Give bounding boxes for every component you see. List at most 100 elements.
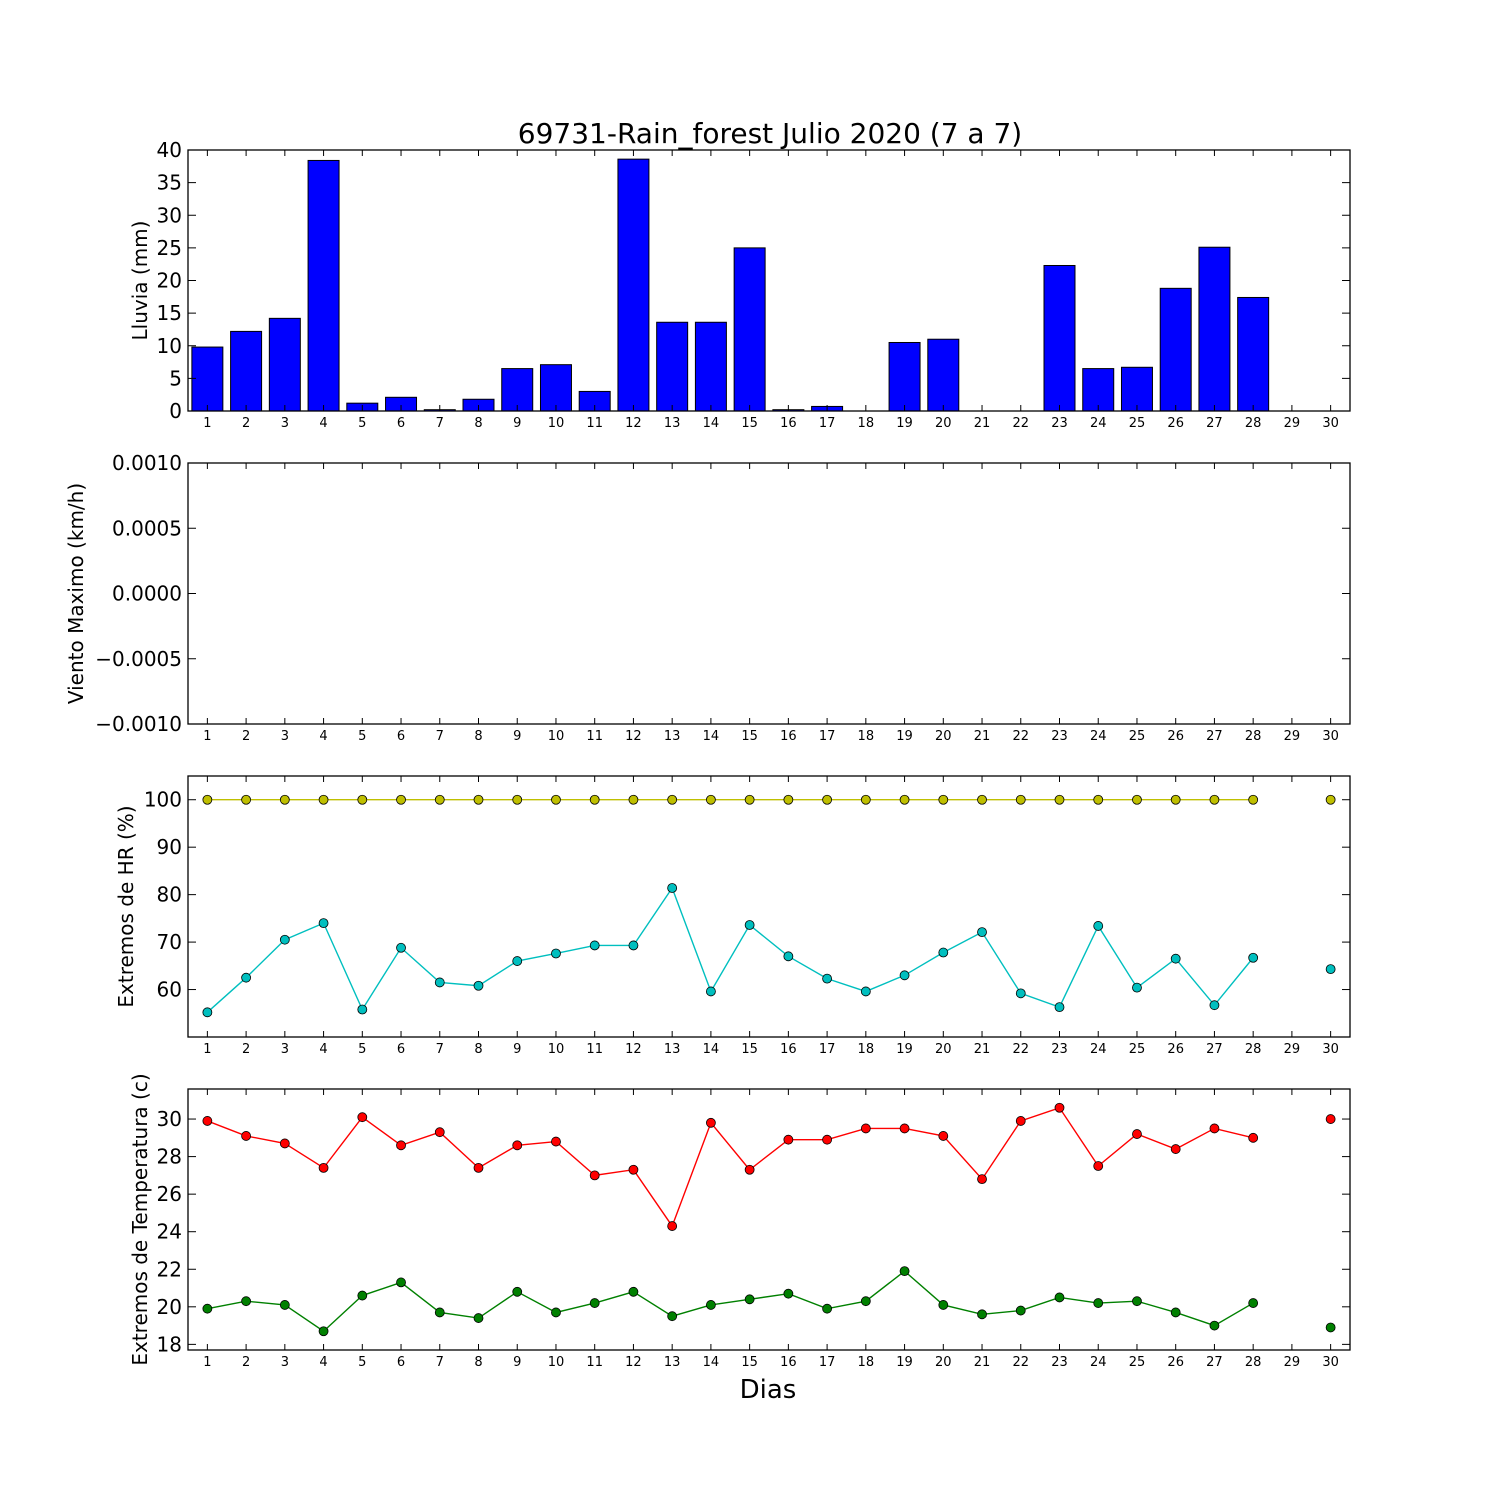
series-2-point-day-20: [938, 947, 949, 958]
x-tick-label: 27: [1206, 729, 1223, 744]
series-1-point-day-11: [589, 794, 600, 805]
x-tick-label: 6: [397, 1355, 405, 1370]
x-tick-label: 12: [625, 1355, 642, 1370]
series-2-point-day-26: [1170, 953, 1181, 964]
y-tick-label: 90: [157, 835, 182, 859]
x-tick-label: 24: [1090, 1355, 1107, 1370]
x-tick-label: 4: [319, 1042, 327, 1057]
series-1-point-day-18: [860, 794, 871, 805]
x-tick-label: 4: [319, 729, 327, 744]
x-tick-label: 14: [703, 729, 720, 744]
x-tick-label: 9: [513, 729, 521, 744]
x-tick-label: 2: [242, 1042, 250, 1057]
series-1-point-day-1: [202, 794, 213, 805]
x-tick-label: 5: [358, 1355, 366, 1370]
series-2-point-day-14: [706, 1300, 716, 1310]
x-tick-label: 3: [281, 1355, 289, 1370]
x-tick-label: 6: [397, 416, 405, 431]
bar-day-2: [230, 330, 263, 412]
series-2-point-day-25: [1132, 982, 1142, 993]
x-tick-label: 13: [664, 1355, 681, 1370]
series-2-point-day-20: [938, 1300, 949, 1310]
axes-frame: [187, 462, 1351, 725]
series-2-point-day-10: [551, 948, 561, 959]
series-2-point-day-12: [628, 1286, 639, 1297]
series-1-point-day-19: [899, 1123, 910, 1134]
x-tick-label: 22: [1012, 1355, 1029, 1370]
x-tick-label: 30: [1322, 416, 1339, 431]
series-2-point-day-3: [279, 1300, 290, 1310]
series-2-point-day-10: [551, 1307, 561, 1318]
x-tick-label: 3: [281, 729, 289, 744]
x-tick-label: 12: [625, 416, 642, 431]
series-1-point-day-7: [434, 794, 445, 805]
x-tick-label: 1: [203, 1042, 211, 1057]
x-tick-label: 16: [780, 1355, 797, 1370]
series-1-point-day-3: [279, 794, 290, 805]
series-2-point-day-30: [1325, 1322, 1336, 1333]
x-tick-label: 2: [242, 729, 250, 744]
series-2-point-day-4: [318, 1326, 329, 1337]
x-tick-label: 19: [896, 729, 913, 744]
y-tick-label: 0.0005: [112, 516, 182, 540]
x-tick-label: 1: [203, 416, 211, 431]
x-tick-label: 23: [1051, 1355, 1068, 1370]
series-1-point-day-30: [1325, 1114, 1336, 1124]
bar-day-4: [307, 159, 340, 412]
y-axis-label: Extremos de Temperatura (c): [128, 1073, 152, 1365]
x-tick-label: 9: [513, 416, 521, 431]
series-1-point-day-26: [1170, 794, 1181, 805]
x-tick-label: 14: [703, 1042, 720, 1057]
series-1-point-day-23: [1054, 1102, 1065, 1113]
x-tick-label: 5: [358, 1042, 366, 1057]
y-tick-label: 30: [157, 203, 182, 227]
series-1-point-day-19: [899, 794, 910, 805]
series-1-point-day-27: [1209, 794, 1220, 805]
series-2-point-day-15: [744, 920, 755, 930]
y-tick-label: 18: [157, 1332, 182, 1356]
y-tick-label: 60: [157, 978, 182, 1002]
series-1-point-day-20: [938, 794, 949, 805]
series-2-point-day-27: [1209, 1000, 1220, 1011]
x-tick-label: 22: [1012, 729, 1029, 744]
series-2-point-day-2: [241, 972, 252, 983]
x-tick-label: 17: [819, 729, 836, 744]
x-axis-label: Dias: [740, 1375, 797, 1405]
series-2-point-day-19: [899, 970, 910, 981]
x-tick-label: 28: [1245, 416, 1262, 431]
series-1-point-day-16: [783, 794, 794, 805]
series-1-point-day-28: [1248, 794, 1259, 805]
y-tick-label: 22: [157, 1257, 182, 1281]
series-2-point-day-17: [822, 1303, 832, 1314]
chart-title: 69731-Rain_forest Julio 2020 (7 a 7): [518, 117, 1022, 150]
series-1-point-day-27: [1209, 1123, 1220, 1134]
x-tick-label: 30: [1322, 729, 1339, 744]
x-tick-label: 17: [819, 416, 836, 431]
bar-day-13: [656, 321, 689, 412]
series-1-point-day-14: [706, 794, 716, 805]
x-tick-label: 7: [436, 416, 444, 431]
axes-frame: [187, 775, 1351, 1038]
series-1-point-day-12: [628, 1164, 639, 1175]
y-axis-label: Viento Maximo (km/h): [64, 483, 88, 704]
x-tick-label: 15: [741, 729, 758, 744]
x-tick-label: 30: [1322, 1042, 1339, 1057]
x-tick-label: 10: [548, 1355, 565, 1370]
series-1-point-day-15: [744, 794, 755, 805]
series-2-point-day-22: [1015, 1305, 1026, 1316]
series-2-point-day-23: [1054, 1002, 1065, 1013]
series-2-point-day-4: [318, 918, 329, 929]
series-1-point-day-9: [512, 794, 523, 805]
x-tick-label: 25: [1129, 416, 1146, 431]
x-tick-label: 20: [935, 729, 952, 744]
series-1-point-day-12: [628, 794, 639, 805]
x-tick-label: 29: [1284, 416, 1301, 431]
series-1-point-day-22: [1015, 1116, 1026, 1126]
y-tick-label: 20: [157, 269, 182, 293]
series-2-point-day-1: [202, 1303, 213, 1314]
series-1-point-day-15: [744, 1164, 755, 1175]
series-2-point-day-28: [1248, 952, 1259, 963]
x-tick-label: 24: [1090, 1042, 1107, 1057]
